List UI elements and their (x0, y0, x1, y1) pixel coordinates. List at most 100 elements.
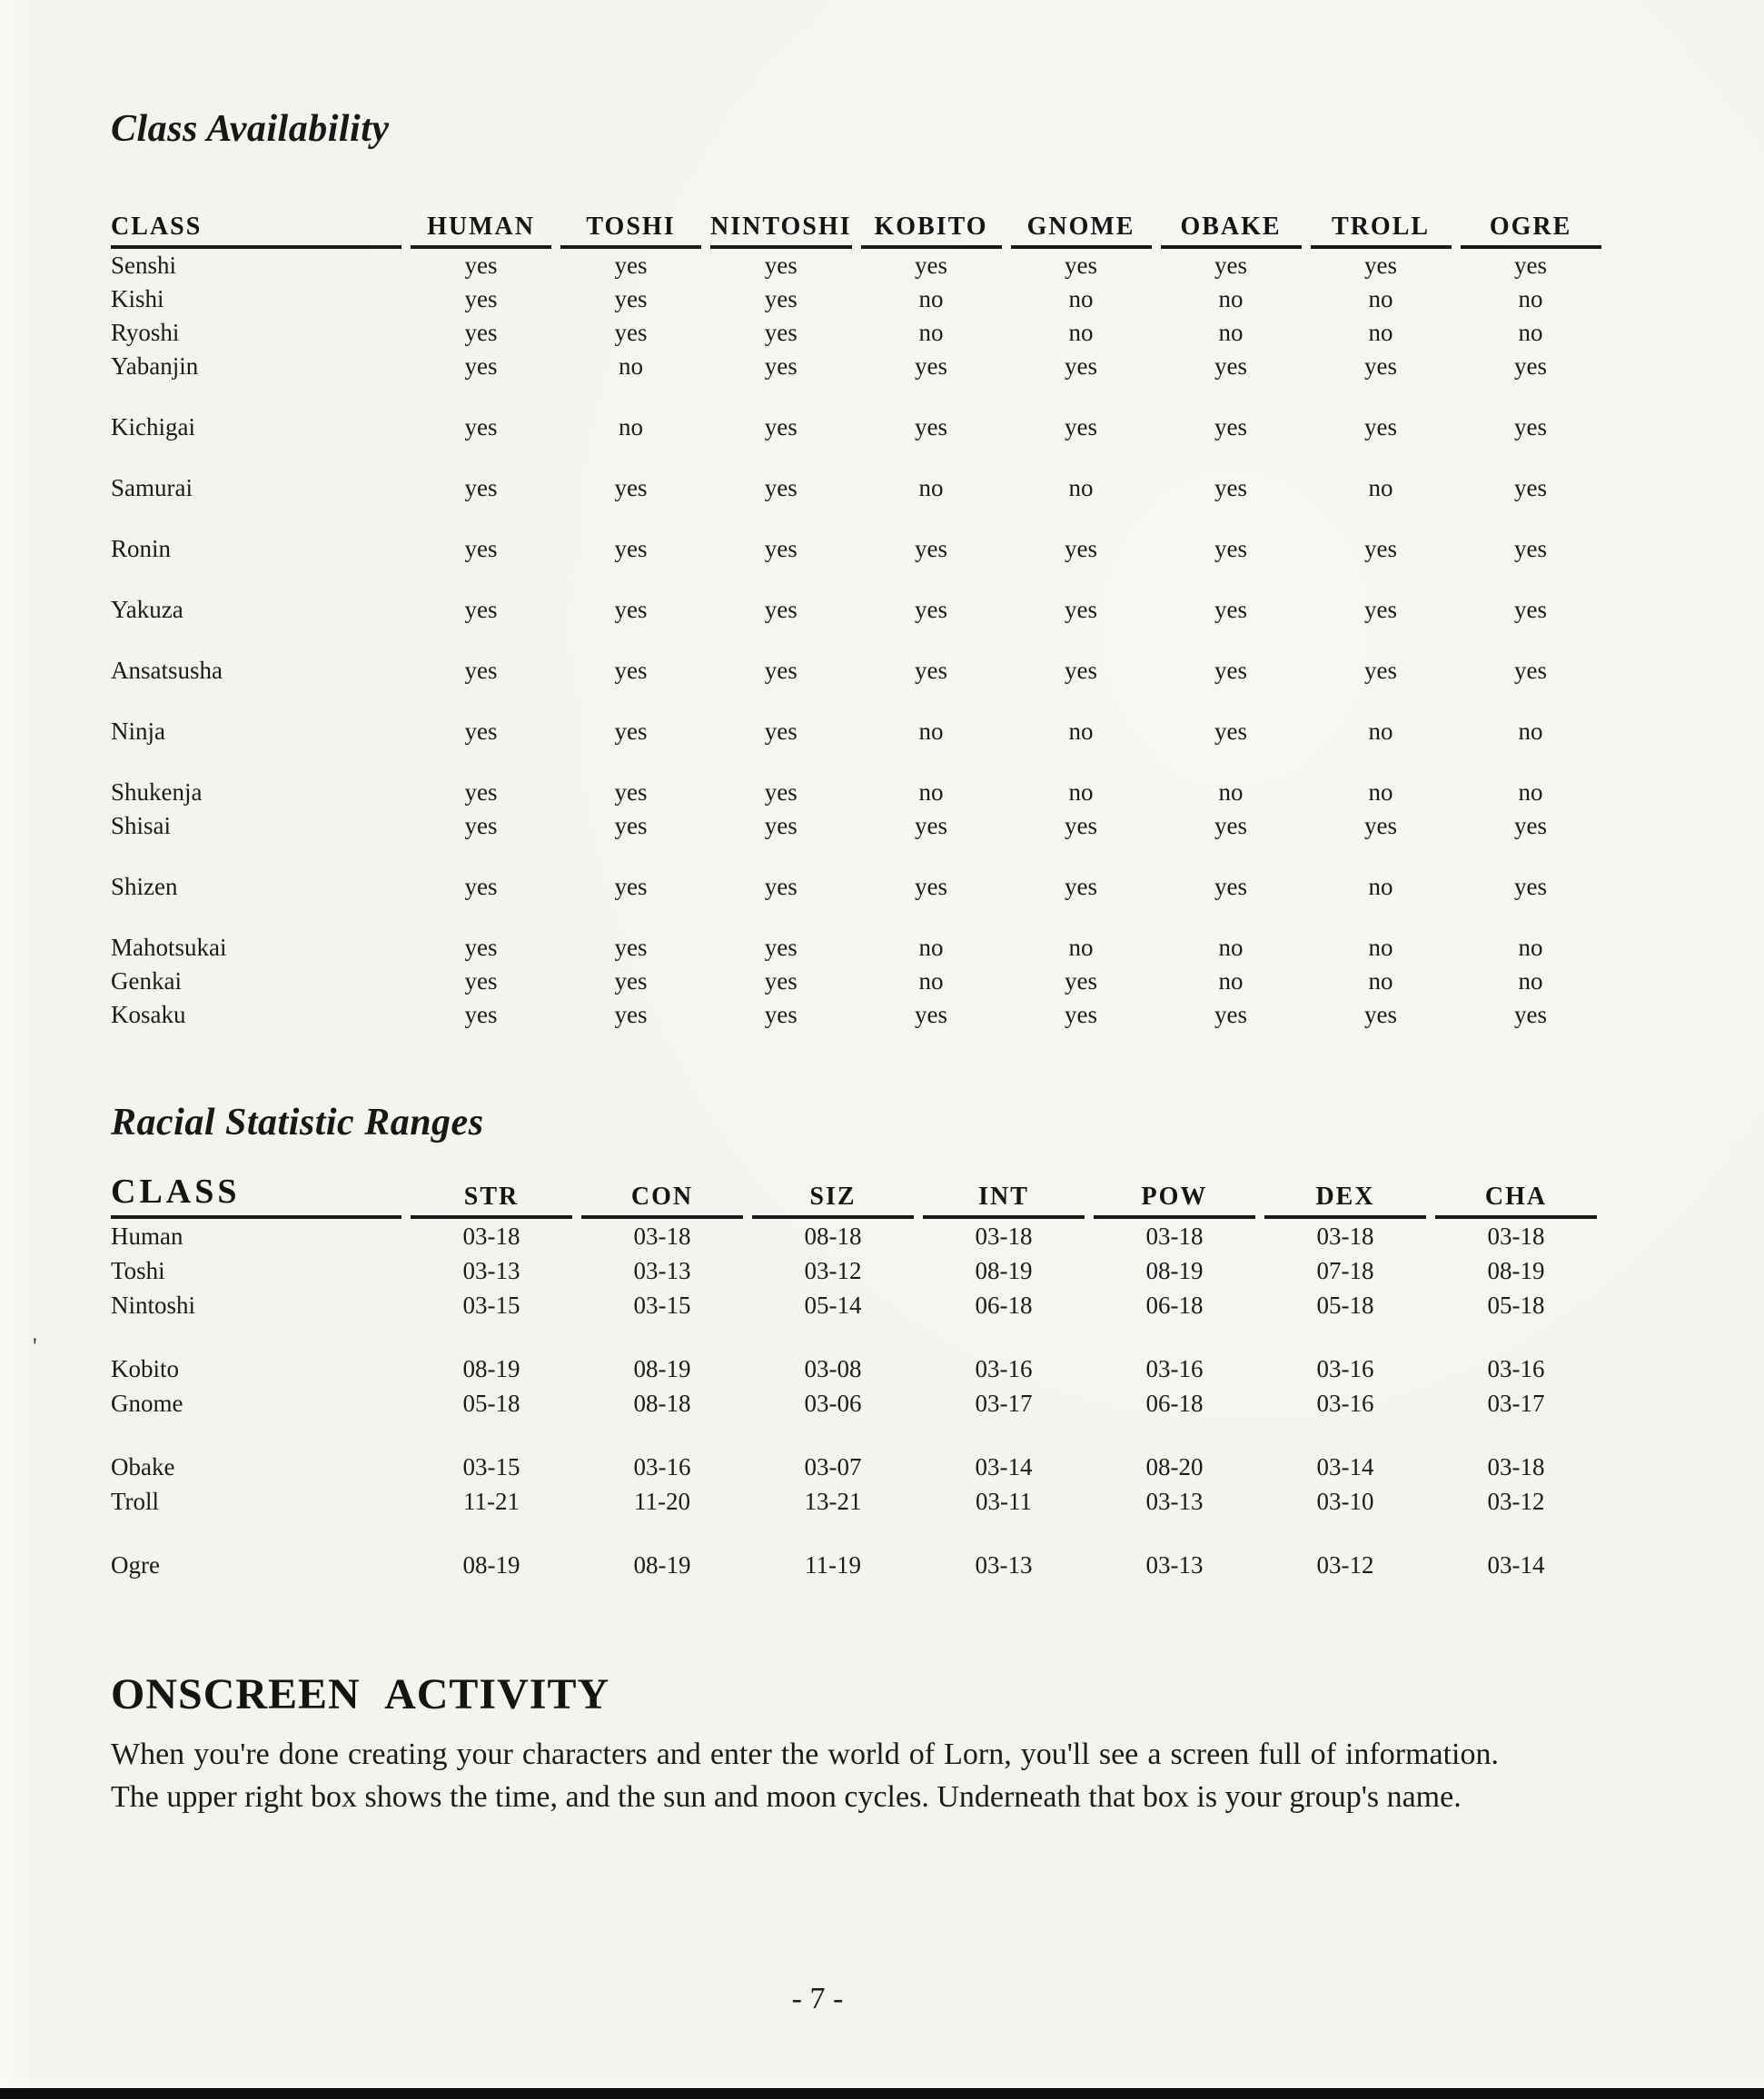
table-cell: yes (1065, 252, 1098, 279)
row-label: Ryoshi (111, 319, 180, 346)
table-cell: yes (614, 1001, 648, 1028)
row-label: Troll (111, 1488, 160, 1515)
table-cell: 03-17 (1487, 1390, 1545, 1417)
table-row-shizen: Shizen yes yes yes yes yes yes no yes (111, 843, 1601, 904)
table-cell: 03-18 (1487, 1453, 1545, 1480)
table-cell: yes (1514, 413, 1548, 441)
table-cell: yes (1065, 413, 1098, 441)
row-label: Yabanjin (111, 352, 199, 380)
table-cell: no (1218, 285, 1244, 312)
table-cell: no (1218, 319, 1244, 346)
row-label: Obake (111, 1453, 175, 1480)
table-cell: 03-15 (462, 1453, 520, 1480)
row-label: Ogre (111, 1551, 160, 1579)
table-cell: yes (464, 596, 498, 623)
table-cell: yes (1364, 535, 1398, 562)
table-cell: yes (464, 967, 498, 995)
table-cell: yes (464, 934, 498, 961)
table-cell: yes (915, 535, 948, 562)
table-cell: 08-20 (1145, 1453, 1204, 1480)
table-cell: 08-19 (1145, 1257, 1204, 1284)
table-cell: yes (464, 352, 498, 380)
table-cell: 08-19 (462, 1355, 520, 1382)
table-cell: no (1068, 285, 1094, 312)
table-cell: 05-14 (804, 1292, 862, 1319)
table-row-senshi: Senshi yes yes yes yes yes yes yes yes (111, 249, 1601, 282)
column-header-str: STR (411, 1172, 572, 1219)
table-cell: 03-16 (1316, 1355, 1374, 1382)
table-cell: 08-19 (1487, 1257, 1545, 1284)
row-label: Shukenja (111, 778, 203, 806)
table-row-ronin: Ronin yes yes yes yes yes yes yes yes (111, 505, 1601, 566)
table-row-ogre: Ogre 08-19 08-19 11-19 03-13 03-13 03-12 03-14 (111, 1519, 1597, 1582)
column-header-toshi: TOSHI (560, 202, 701, 249)
table-cell: 03-14 (1316, 1453, 1374, 1480)
table-cell: no (1068, 934, 1094, 961)
table-cell: yes (915, 413, 948, 441)
table-cell: yes (1065, 535, 1098, 562)
table-cell: yes (614, 934, 648, 961)
table-cell: yes (1214, 1001, 1248, 1028)
table-row-kosaku: Kosaku yes yes yes yes yes yes yes yes (111, 998, 1601, 1032)
table-cell: 03-18 (633, 1223, 691, 1250)
table-row-kichigai: Kichigai yes no yes yes yes yes yes yes (111, 383, 1601, 444)
row-label: Senshi (111, 252, 177, 279)
table-cell: yes (464, 718, 498, 745)
table-cell: no (1068, 319, 1094, 346)
table-cell: yes (1214, 535, 1248, 562)
class-availability-title: Class Availability (111, 108, 390, 150)
row-label: Genkai (111, 967, 182, 995)
table-cell: yes (464, 873, 498, 900)
table-cell: yes (764, 934, 798, 961)
table-cell: 13-21 (804, 1488, 862, 1515)
table-cell: 06-18 (975, 1292, 1033, 1319)
table-cell: yes (614, 474, 648, 501)
column-header-pow: POW (1094, 1172, 1255, 1219)
table-cell: yes (764, 778, 798, 806)
table-cell: no (1368, 934, 1393, 961)
table-cell: yes (614, 812, 648, 839)
table-cell: yes (764, 657, 798, 684)
table-cell: 03-14 (975, 1453, 1033, 1480)
table-cell: no (1068, 474, 1094, 501)
table-row-ansatsusha: Ansatsusha yes yes yes yes yes yes yes yes (111, 627, 1601, 688)
table-cell: 08-18 (633, 1390, 691, 1417)
table-header-row: CLASS HUMAN TOSHI NINTOSHI KOBITO GNOME OBAKE T… (111, 202, 1601, 249)
table-cell: yes (1364, 812, 1398, 839)
table-cell: 03-16 (975, 1355, 1033, 1382)
table-row-human: Human 03-18 03-18 08-18 03-18 03-18 03-18 03-18 (111, 1219, 1597, 1253)
table-cell: yes (614, 319, 648, 346)
table-cell: yes (1364, 352, 1398, 380)
table-cell: 03-10 (1316, 1488, 1374, 1515)
table-row-shukenja: Shukenja yes yes yes no no no no no (111, 748, 1601, 809)
table-cell: yes (614, 657, 648, 684)
table-cell: yes (915, 812, 948, 839)
table-cell: yes (915, 352, 948, 380)
table-cell: yes (1214, 474, 1248, 501)
table-cell: no (1068, 718, 1094, 745)
table-cell: 06-18 (1145, 1292, 1204, 1319)
row-label: Nintoshi (111, 1292, 196, 1319)
table-cell: no (1368, 967, 1393, 995)
table-cell: yes (1514, 252, 1548, 279)
table-cell: yes (464, 657, 498, 684)
table-row-obake: Obake 03-15 03-16 03-07 03-14 08-20 03-14 03-18 (111, 1421, 1597, 1484)
table-cell: yes (1065, 967, 1098, 995)
table-cell: no (918, 718, 944, 745)
table-cell: 03-07 (804, 1453, 862, 1480)
table-cell: yes (915, 252, 948, 279)
table-cell: yes (614, 252, 648, 279)
table-cell: yes (1214, 252, 1248, 279)
table-cell: yes (1514, 657, 1548, 684)
table-cell: 07-18 (1316, 1257, 1374, 1284)
table-cell: 03-06 (804, 1390, 862, 1417)
table-row-nintoshi: Nintoshi 03-15 03-15 05-14 06-18 06-18 05-18 05… (111, 1288, 1597, 1322)
column-header-ogre: OGRE (1460, 202, 1601, 249)
row-label: Ansatsusha (111, 657, 223, 684)
table-row-ninja: Ninja yes yes yes no no yes no no (111, 688, 1601, 748)
table-cell: 03-16 (1487, 1355, 1545, 1382)
column-header-human: HUMAN (411, 202, 551, 249)
onscreen-activity-heading: ONSCREEN ACTIVITY (111, 1670, 610, 1718)
table-cell: no (918, 934, 944, 961)
